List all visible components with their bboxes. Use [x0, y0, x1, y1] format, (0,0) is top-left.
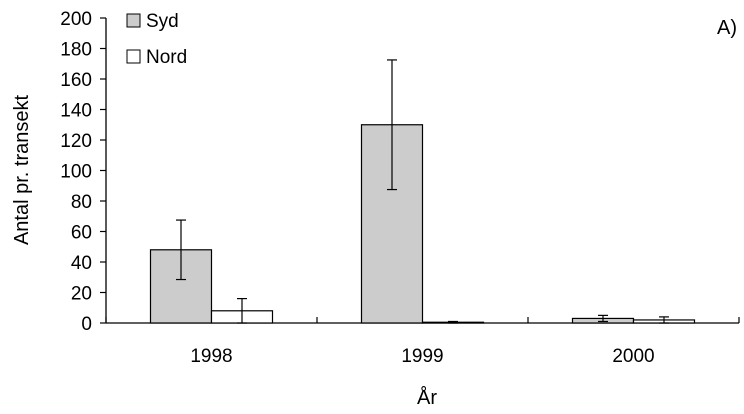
y-axis-title: Antal pr. transekt: [11, 95, 33, 246]
y-tick-label: 0: [81, 314, 92, 335]
legend: Syd Nord: [126, 11, 187, 68]
y-tick-label: 80: [71, 192, 92, 213]
y-tick-label: 60: [71, 223, 92, 244]
y-tick-label: 20: [71, 284, 92, 305]
bars: [149, 124, 696, 324]
x-axis-title: År: [417, 386, 437, 409]
y-tick-label: 40: [71, 253, 92, 274]
x-tick-label: 1999: [401, 346, 443, 367]
legend-label-syd: Syd: [146, 11, 179, 32]
axes: 0 20 40 60 80 100 120 140 160 180 200 1998 1999 2000: [60, 9, 740, 367]
x-tick-label: 2000: [612, 346, 654, 367]
y-tick-label: 160: [60, 70, 92, 91]
y-tick-label: 180: [60, 40, 92, 61]
panel-label: A): [717, 17, 737, 39]
y-tick-label: 140: [60, 101, 92, 122]
x-tick-label: 1998: [190, 346, 232, 367]
error-bars: [176, 59, 669, 324]
legend-swatch-syd: [126, 13, 141, 28]
legend-swatch-nord: [126, 49, 141, 64]
y-tick-label: 200: [60, 9, 92, 30]
legend-label-nord: Nord: [146, 47, 187, 68]
y-tick-label: 120: [60, 131, 92, 152]
y-tick-label: 100: [60, 162, 92, 183]
